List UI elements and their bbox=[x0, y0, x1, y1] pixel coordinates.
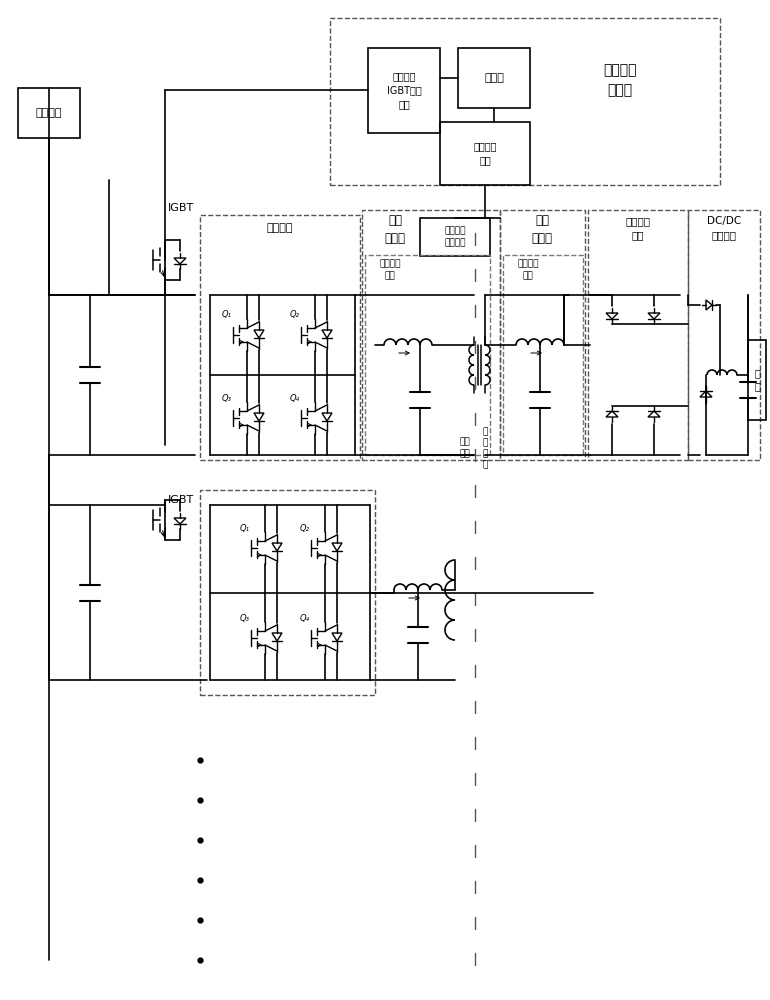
Text: Q₃: Q₃ bbox=[222, 393, 232, 402]
Text: 能量
发射端: 能量 发射端 bbox=[384, 215, 406, 245]
Bar bbox=[362, 210, 500, 460]
Text: 负
载: 负 载 bbox=[754, 368, 760, 392]
Text: 接收线圈
位置信息: 接收线圈 位置信息 bbox=[444, 227, 466, 247]
Bar bbox=[748, 340, 766, 420]
Text: 带保护的
IGBT驱动
模块: 带保护的 IGBT驱动 模块 bbox=[387, 71, 421, 109]
Text: 接
收
线
圈: 接 收 线 圈 bbox=[482, 427, 487, 469]
Bar bbox=[503, 255, 583, 455]
Text: 原边谐振
电路: 原边谐振 电路 bbox=[380, 259, 400, 281]
Text: 位置检测
模块: 位置检测 模块 bbox=[474, 141, 497, 165]
Text: Q₂: Q₂ bbox=[300, 524, 310, 532]
Text: Q₃: Q₃ bbox=[240, 613, 250, 622]
Text: 逆变电路: 逆变电路 bbox=[266, 223, 293, 233]
Bar bbox=[200, 215, 360, 460]
Bar bbox=[200, 490, 375, 695]
Text: IGBT: IGBT bbox=[168, 203, 194, 213]
Text: 直流母线: 直流母线 bbox=[35, 108, 62, 118]
Text: IGBT: IGBT bbox=[168, 495, 194, 505]
Text: Q₄: Q₄ bbox=[290, 393, 300, 402]
Bar bbox=[420, 218, 490, 256]
Text: Q₁: Q₁ bbox=[240, 524, 250, 532]
Bar bbox=[500, 210, 585, 460]
Bar bbox=[368, 48, 440, 133]
Text: DC/DC
变换电路: DC/DC 变换电路 bbox=[707, 216, 741, 240]
Text: Q₂: Q₂ bbox=[290, 310, 300, 320]
Text: 发射
线圈: 发射 线圈 bbox=[460, 437, 470, 459]
Bar bbox=[458, 48, 530, 108]
Text: Q₄: Q₄ bbox=[300, 613, 310, 622]
Bar bbox=[688, 210, 760, 460]
Text: 副边谐振
电路: 副边谐振 电路 bbox=[517, 259, 539, 281]
Bar bbox=[365, 255, 490, 455]
Text: 控制器: 控制器 bbox=[484, 73, 504, 83]
Bar bbox=[330, 18, 720, 185]
Bar bbox=[18, 88, 80, 138]
Bar bbox=[440, 122, 530, 185]
Text: 控制与检
测模块: 控制与检 测模块 bbox=[603, 63, 637, 97]
Bar bbox=[588, 210, 688, 460]
Text: 能量
接收端: 能量 接收端 bbox=[531, 215, 553, 245]
Text: Q₁: Q₁ bbox=[222, 310, 232, 320]
Text: 副边整流
电路: 副边整流 电路 bbox=[625, 216, 651, 240]
